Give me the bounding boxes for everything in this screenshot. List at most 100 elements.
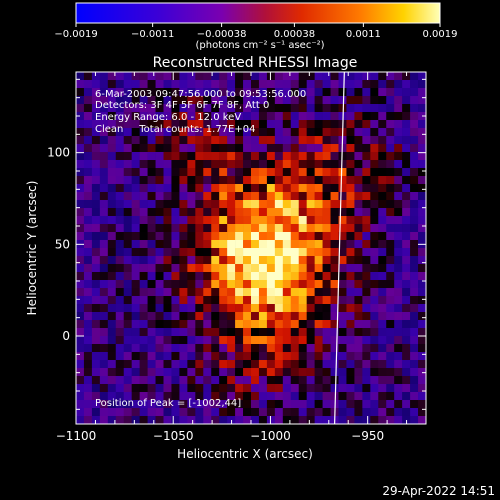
heatmap-cell [354, 120, 363, 129]
heatmap-cell [394, 120, 403, 129]
heatmap-cell [274, 216, 284, 225]
heatmap-cell [251, 88, 260, 97]
heatmap-cell [139, 152, 148, 161]
heatmap-cell [330, 224, 339, 233]
heatmap-cell [314, 216, 323, 225]
heatmap-cell [76, 416, 85, 425]
heatmap-cell [322, 240, 331, 249]
heatmap-cell [362, 72, 371, 81]
heatmap-cell [211, 224, 220, 233]
timestamp: 29-Apr-2022 14:51 [382, 484, 495, 498]
heatmap-cell [322, 144, 331, 153]
heatmap-cell [266, 120, 276, 129]
heatmap-cell [306, 136, 315, 145]
heatmap-cell [91, 96, 101, 105]
heatmap-cell [370, 96, 379, 105]
heatmap-cell [370, 128, 379, 137]
heatmap-cell [163, 264, 172, 273]
heatmap-cell [179, 296, 188, 305]
heatmap-cell [338, 376, 347, 385]
chart-title: Reconstructed RHESSI Image [153, 55, 358, 71]
heatmap-cell [362, 184, 371, 193]
heatmap-cell [354, 96, 363, 105]
heatmap-cell [418, 392, 427, 401]
heatmap-cell [266, 184, 276, 193]
heatmap-cell [155, 216, 164, 225]
heatmap-cell [115, 248, 125, 257]
heatmap-cell [91, 240, 101, 249]
heatmap-cell [410, 88, 419, 97]
heatmap-cell [314, 312, 323, 321]
heatmap-cell [346, 216, 355, 225]
heatmap-cell [354, 72, 363, 81]
heatmap-cell [402, 368, 411, 377]
heatmap-cell [243, 248, 252, 257]
heatmap-cell [266, 320, 276, 329]
heatmap-cell [147, 248, 156, 257]
heatmap-cell [115, 416, 125, 425]
heatmap-cell [219, 344, 228, 353]
heatmap-cell [219, 312, 228, 321]
heatmap-cell [274, 288, 284, 297]
heatmap-cell [418, 200, 427, 209]
heatmap-cell [330, 392, 339, 401]
heatmap-cell [282, 184, 292, 193]
heatmap-cell [322, 200, 331, 209]
heatmap-cell [227, 168, 236, 177]
heatmap-cell [115, 232, 125, 241]
heatmap-cell [402, 376, 411, 385]
heatmap-cell [258, 136, 268, 145]
heatmap-cell [362, 176, 371, 185]
heatmap-cell [139, 88, 148, 97]
heatmap-cell [107, 152, 117, 161]
heatmap-cell [91, 160, 101, 169]
heatmap-cell [131, 240, 140, 249]
heatmap-cell [298, 264, 307, 273]
heatmap-cell [322, 160, 331, 169]
heatmap-cell [266, 208, 276, 217]
heatmap-cell [274, 104, 284, 113]
heatmap-cell [227, 360, 236, 369]
heatmap-cell [346, 344, 355, 353]
heatmap-cell [195, 160, 204, 169]
heatmap-cell [258, 216, 268, 225]
heatmap-cell [274, 152, 284, 161]
heatmap-cell [211, 336, 220, 345]
heatmap-cell [266, 224, 276, 233]
heatmap-cell [370, 160, 379, 169]
heatmap-cell [219, 96, 228, 105]
heatmap-cell [91, 200, 101, 209]
heatmap-cell [83, 184, 93, 193]
heatmap-cell [418, 328, 427, 337]
heatmap-cell [211, 272, 220, 281]
heatmap-cell [227, 200, 236, 209]
heatmap-cell [410, 376, 419, 385]
heatmap-cell [235, 224, 244, 233]
heatmap-cell [91, 184, 101, 193]
heatmap-cell [314, 152, 323, 161]
heatmap-cell [163, 328, 172, 337]
heatmap-cell [76, 320, 85, 329]
heatmap-cell [179, 328, 188, 337]
heatmap-cell [243, 80, 252, 89]
heatmap-cell [76, 248, 85, 257]
heatmap-cell [378, 88, 387, 97]
heatmap-cell [378, 80, 387, 89]
heatmap-cell [306, 408, 315, 417]
heatmap-cell [91, 320, 101, 329]
heatmap-cell [314, 192, 323, 201]
heatmap-cell [131, 232, 140, 241]
heatmap-cell [235, 400, 244, 409]
heatmap-cell [139, 248, 148, 257]
heatmap-cell [410, 296, 419, 305]
heatmap-cell [338, 160, 347, 169]
heatmap-cell [338, 80, 347, 89]
heatmap-cell [187, 384, 196, 393]
heatmap-cell [179, 232, 188, 241]
heatmap-cell [179, 80, 188, 89]
heatmap-cell [83, 392, 93, 401]
annotation-energy: Energy Range: 6.0 - 12.0 keV [95, 112, 241, 123]
heatmap-cell [131, 304, 140, 313]
heatmap-cell [251, 416, 260, 425]
heatmap-cell [219, 264, 228, 273]
